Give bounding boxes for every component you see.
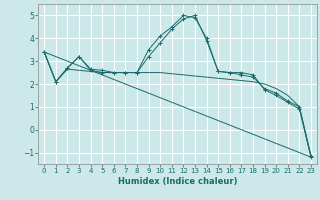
X-axis label: Humidex (Indice chaleur): Humidex (Indice chaleur) <box>118 177 237 186</box>
